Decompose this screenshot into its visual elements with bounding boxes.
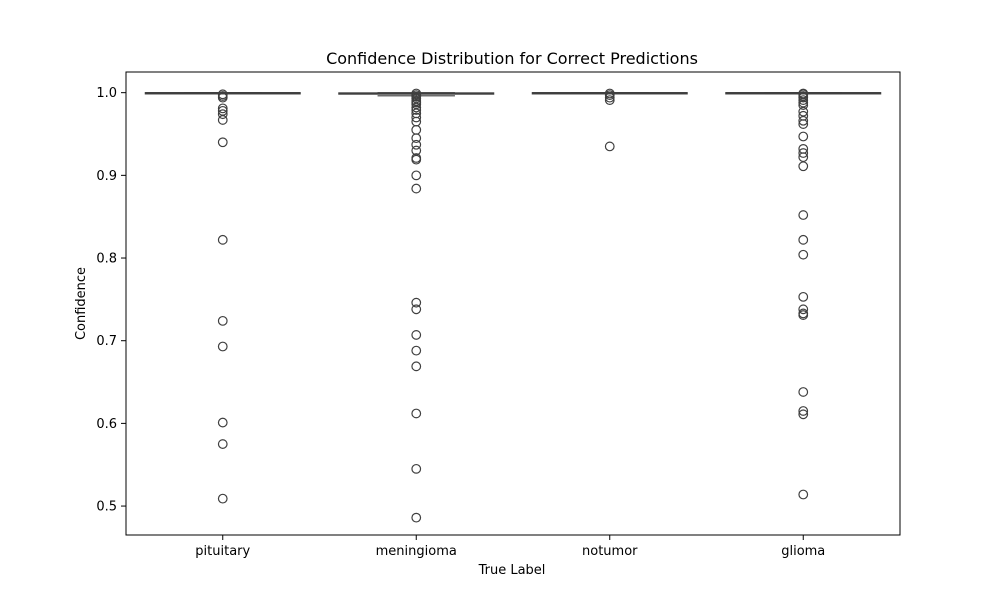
box-group-pituitary — [144, 89, 301, 504]
outlier-point — [604, 92, 615, 103]
box-group-meningioma — [338, 88, 495, 523]
outlier-point — [411, 408, 422, 419]
outlier-point — [798, 131, 809, 142]
outlier-point — [411, 112, 422, 123]
outlier-point — [411, 183, 422, 194]
outlier-point — [411, 105, 422, 115]
outlier-point — [798, 406, 809, 416]
outlier-point — [798, 119, 809, 129]
outlier-point — [217, 417, 228, 428]
outlier-point — [411, 361, 422, 372]
outlier-point — [604, 95, 615, 106]
outlier-point — [217, 234, 228, 245]
y-tick-label: 0.7 — [96, 334, 117, 349]
outlier-point — [798, 387, 809, 397]
y-tick-label: 0.9 — [96, 169, 117, 184]
outlier-point — [217, 103, 228, 114]
outlier-point — [798, 310, 809, 320]
outlier-point — [411, 297, 422, 308]
y-axis-label: Confidence — [74, 267, 89, 340]
outlier-point — [411, 154, 422, 165]
outlier-point — [798, 249, 809, 260]
outlier-point — [798, 291, 809, 302]
outlier-point — [798, 409, 809, 420]
outlier-point — [411, 345, 422, 356]
x-tick-label-pituitary: pituitary — [195, 544, 250, 559]
outlier-point — [411, 102, 422, 113]
box-group-glioma — [725, 88, 882, 500]
outlier-point — [798, 148, 809, 158]
outlier-point — [798, 100, 809, 110]
outlier-point — [411, 170, 422, 181]
outlier-point — [411, 133, 422, 144]
x-axis-label: True Label — [478, 563, 546, 578]
outlier-point — [411, 463, 422, 474]
chart-title: Confidence Distribution for Correct Pred… — [326, 49, 698, 68]
outlier-point — [798, 115, 809, 126]
y-tick-label: 0.6 — [96, 417, 117, 432]
y-tick-label: 1.0 — [96, 86, 117, 101]
x-axis: pituitary meningioma notumor glioma — [195, 535, 825, 559]
outlier-point — [217, 137, 228, 148]
outlier-point — [217, 315, 228, 326]
plot-area — [144, 88, 882, 523]
axes-frame — [125, 71, 901, 536]
box-group-notumor — [531, 88, 688, 152]
outlier-point — [798, 161, 809, 172]
x-tick-label-glioma: glioma — [781, 544, 825, 559]
y-axis: 0.5 0.6 0.7 0.8 0.9 1.0 — [96, 86, 126, 515]
x-tick-label-notumor: notumor — [582, 544, 638, 559]
outlier-point — [798, 304, 809, 315]
x-tick-label-meningioma: meningioma — [376, 544, 457, 559]
outlier-point — [411, 304, 422, 315]
outlier-point — [217, 493, 228, 504]
outlier-point — [798, 210, 809, 220]
outlier-point — [217, 341, 228, 352]
outlier-point — [411, 512, 422, 523]
outlier-point — [217, 92, 228, 103]
outlier-point — [604, 141, 615, 152]
outlier-point — [217, 439, 228, 449]
outlier-point — [217, 109, 228, 120]
outlier-point — [798, 92, 809, 103]
outlier-point — [604, 90, 615, 101]
outlier-point — [411, 139, 422, 150]
outlier-point — [798, 489, 809, 500]
y-tick-label: 0.5 — [96, 500, 117, 515]
outlier-point — [411, 330, 422, 340]
outlier-point — [798, 234, 809, 245]
outlier-point — [411, 124, 422, 135]
outlier-point — [798, 95, 809, 106]
outlier-point — [217, 115, 228, 125]
y-tick-label: 0.8 — [96, 252, 117, 267]
